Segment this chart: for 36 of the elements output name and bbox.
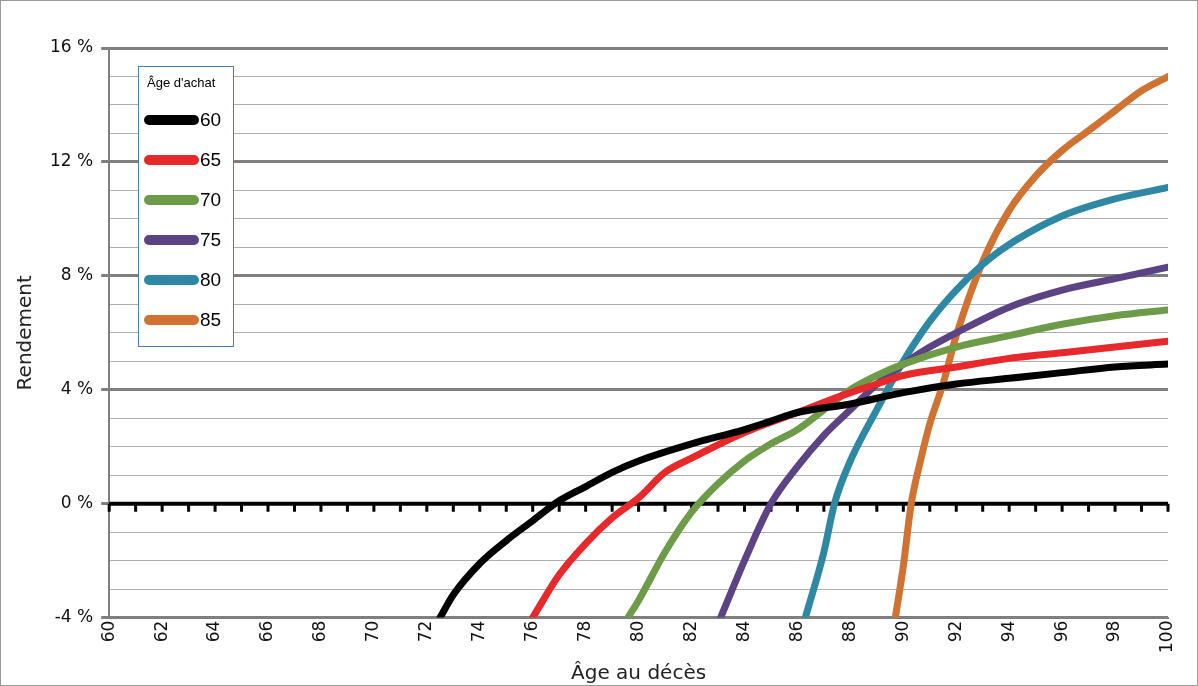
legend-label: 70: [200, 189, 222, 211]
x-tick-label: 74: [468, 620, 489, 643]
legend-label: 65: [200, 149, 222, 171]
x-tick-label: 86: [785, 620, 806, 643]
legend-title: Âge d'achat: [147, 75, 217, 90]
y-tick-label: 8 %: [60, 264, 94, 285]
x-tick-label: 70: [362, 620, 383, 643]
legend-label: 60: [200, 109, 222, 131]
x-tick-label: 64: [203, 620, 224, 643]
y-axis-title: Rendement: [12, 274, 37, 391]
legend-label: 85: [200, 309, 222, 331]
y-tick-label: 0 %: [60, 492, 94, 513]
x-tick-label: 68: [309, 620, 330, 643]
x-tick-label: 100: [1156, 620, 1177, 654]
x-tick-label: 94: [997, 620, 1018, 643]
y-tick-label: 4 %: [60, 378, 94, 399]
x-tick-label: 98: [1103, 620, 1124, 643]
x-tick-label: 78: [574, 620, 595, 643]
x-tick-label: 88: [838, 620, 859, 643]
legend-label: 80: [200, 269, 222, 291]
x-tick-label: 62: [150, 620, 171, 643]
x-tick-label: 92: [944, 620, 965, 643]
x-tick-label: 80: [627, 620, 648, 643]
x-axis-title: Âge au décès: [571, 660, 707, 685]
x-tick-label: 84: [732, 620, 753, 643]
y-tick-label: 16 %: [49, 36, 94, 57]
y-tick-label: -4 %: [54, 605, 94, 626]
x-tick-label: 72: [415, 620, 436, 643]
x-tick-label: 66: [256, 620, 277, 643]
x-tick-label: 60: [97, 620, 118, 643]
y-tick-label: 12 %: [49, 150, 94, 171]
x-tick-label: 76: [521, 620, 542, 643]
x-tick-label: 90: [891, 620, 912, 643]
x-tick-label: 96: [1050, 620, 1071, 643]
x-tick-label: 82: [679, 620, 700, 643]
legend-label: 75: [200, 229, 222, 251]
